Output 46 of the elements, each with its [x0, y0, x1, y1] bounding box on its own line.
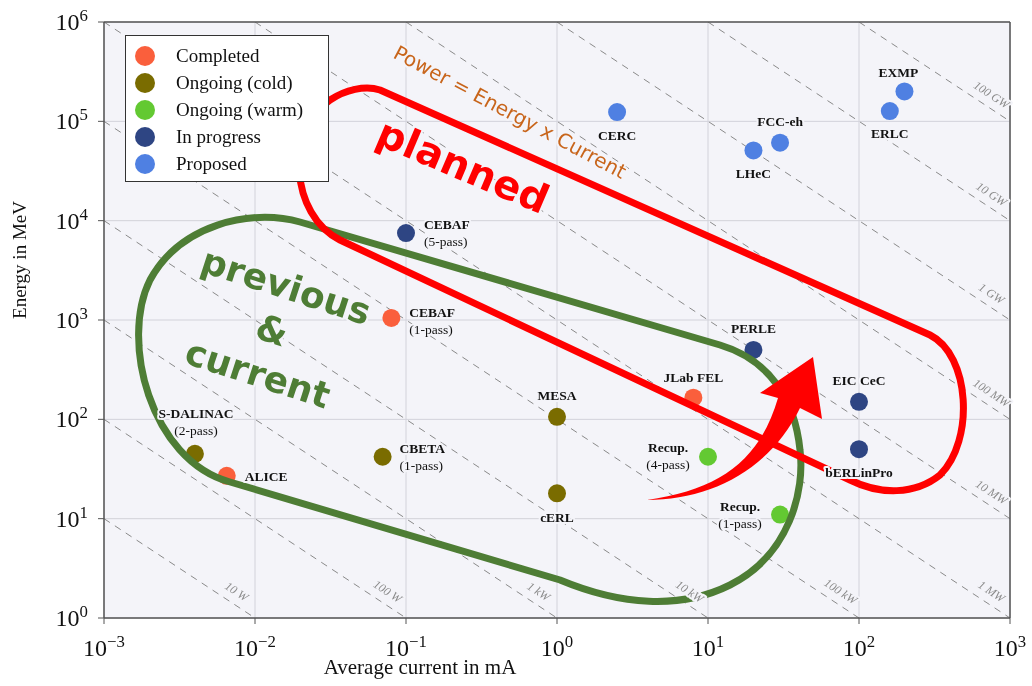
legend-label: Completed [176, 44, 260, 67]
y-tick-label: 10$^{0}$ [55, 601, 88, 631]
legend-label: In progress [176, 125, 261, 148]
y-axis-title: Energy in MeV [9, 200, 30, 319]
legend-label: Ongoing (cold) [176, 71, 293, 94]
y-tick-label: 10$^{5}$ [55, 104, 88, 135]
text: 10 kW [673, 577, 707, 607]
x-tick-label: 10$^{3}$ [993, 631, 1027, 661]
annotation: Recup. (4-pass) [646, 439, 690, 472]
x-tick-label: 10$^{−2}$ [234, 631, 276, 661]
annotation: Recup. (1-pass) [718, 498, 762, 531]
y-tick-label: 10$^{6}$ [55, 5, 88, 35]
annotation: FCC-eh [757, 113, 804, 129]
text: 100 W [370, 577, 406, 607]
text: 10 W [222, 578, 252, 605]
annotation: LHeC [735, 166, 772, 182]
annotation: ALICE [244, 468, 288, 484]
annotation: cERL [540, 510, 574, 526]
legend-label: Proposed [176, 152, 247, 175]
annotation: ERLC [871, 126, 909, 142]
y-tick-label: 10$^{1}$ [55, 502, 88, 532]
x-tick-label: 10$^{1}$ [691, 631, 725, 661]
x-tick-label: 10$^{0}$ [540, 631, 574, 661]
x-tick-label: 10$^{−3}$ [83, 631, 125, 661]
annotation: CEBAF (1-pass) [409, 304, 456, 337]
annotation: EIC CeC [832, 372, 886, 388]
x-tick-label: 10$^{2}$ [842, 631, 876, 661]
annotation: MESA [537, 387, 577, 403]
text: 100 GW [971, 78, 1013, 113]
annotation: EXMP [878, 65, 919, 81]
text: 1 GW [976, 280, 1008, 308]
annotation: CEBAF (5-pass) [424, 217, 470, 250]
annotation: JLab FEL [663, 369, 724, 385]
text: 100 MW [970, 375, 1014, 411]
annotation: S-DALINAC (2-pass) [158, 405, 234, 438]
y-tick-label: 10$^{4}$ [55, 204, 89, 234]
text: 1 MW [975, 577, 1009, 606]
annotation: PERLE [730, 320, 776, 336]
legend-label: Ongoing (warm) [176, 98, 304, 121]
text: 1 kW [524, 578, 554, 605]
text: 10 GW [973, 179, 1011, 210]
text: 100 kW [821, 575, 861, 608]
y-tick-label: 10$^{2}$ [55, 402, 88, 433]
y-tick-label: 10$^{3}$ [55, 303, 88, 333]
annotation: CBETA (1-pass) [399, 440, 446, 473]
text: 10 MW [973, 476, 1011, 509]
